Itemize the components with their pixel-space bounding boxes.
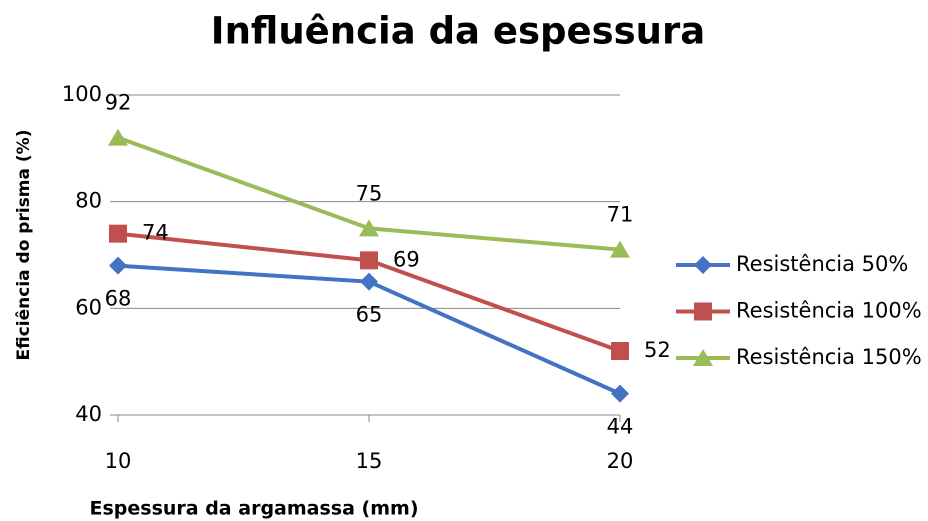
marker [693,349,713,366]
x-axis-label: Espessura da argamassa (mm) [89,498,418,520]
data-label: 71 [607,203,634,227]
data-label: 69 [393,247,420,271]
y-tick-label: 100 [62,82,102,106]
data-label: 52 [644,338,671,362]
data-label: 74 [142,221,169,245]
data-label: 75 [356,181,383,205]
y-axis-label: Eficiência do prisma (%) [14,130,34,361]
data-label: 65 [356,303,383,327]
marker [611,384,629,403]
y-tick-label: 40 [75,402,102,426]
y-tick-label: 60 [75,295,102,319]
marker [108,128,128,146]
data-label: 68 [105,287,132,311]
series-line [117,231,621,353]
chart-title: Influência da espessura [211,10,705,53]
data-label: 44 [607,415,634,439]
marker [694,256,712,274]
marker [359,219,379,237]
y-tick-label: 80 [75,189,102,213]
marker [109,224,127,243]
legend-label: Resistência 100% [736,299,922,323]
legend-label: Resistência 50% [736,252,908,276]
x-tick-label: 15 [356,449,383,473]
x-tick-label: 10 [105,449,132,473]
marker [611,342,629,360]
marker [360,272,378,291]
marker [360,251,378,270]
marker [694,302,712,321]
legend-label: Resistência 150% [736,345,922,369]
marker [610,240,630,258]
data-label: 92 [105,91,132,115]
x-tick-label: 20 [607,449,634,473]
marker [109,256,127,275]
